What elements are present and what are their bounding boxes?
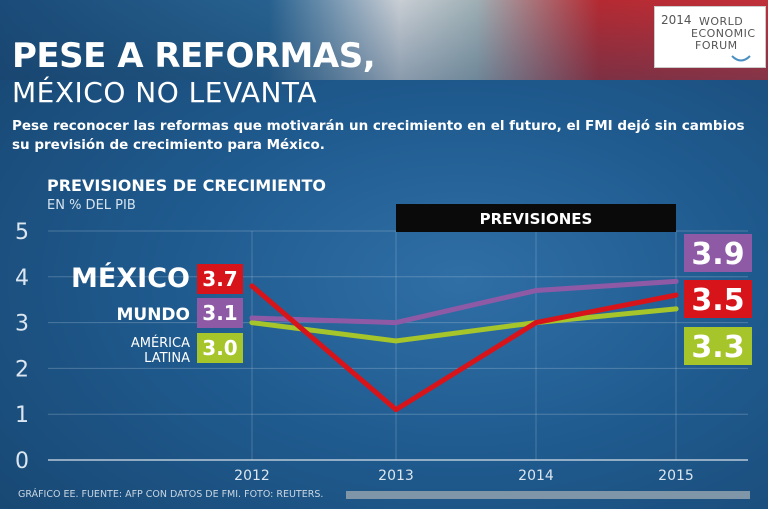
banner-shade <box>0 0 768 80</box>
logo-year: 2014 <box>661 13 692 27</box>
mexico-line-point-2015 <box>673 292 679 298</box>
mundo-line-point-2013 <box>393 320 399 326</box>
america-latina-name-line2: LATINA <box>144 351 190 366</box>
forecast-banner: PREVISIONES <box>396 204 676 232</box>
header-photo-banner <box>0 0 768 80</box>
footer-bar <box>346 491 750 499</box>
mundo-end-badge-bg <box>684 234 752 272</box>
mexico-line-point-2012 <box>249 283 255 289</box>
x-tick-label: 2013 <box>378 468 414 484</box>
america-latina-start-badge: 3.0 <box>202 336 237 360</box>
y-tick-label: 0 <box>15 449 29 474</box>
wef-logo: 2014 WORLD ECONOMIC FORUM <box>654 6 766 68</box>
mundo-line-point-2015 <box>673 278 679 284</box>
america-latina-line-point-2015 <box>673 306 679 312</box>
mexico-line-point-2013 <box>393 407 399 413</box>
x-tick-label: 2012 <box>234 468 270 484</box>
mundo-series-name: MUNDO <box>116 305 190 325</box>
america-latina-name-line1: AMÉRICA <box>131 335 190 351</box>
y-tick-label: 5 <box>15 220 29 245</box>
forecast-banner-bg <box>396 204 676 232</box>
logo-line-forum: FORUM <box>695 39 738 52</box>
logo-line-economic: ECONOMIC <box>691 27 756 40</box>
y-tick-label: 1 <box>15 403 29 428</box>
chart-title: PREVISIONES DE CRECIMIENTO <box>47 176 326 195</box>
mundo-line <box>249 278 679 326</box>
america-latina-line <box>249 306 679 344</box>
mundo-end-badge: 3.9 <box>691 237 744 272</box>
y-tick-label: 2 <box>15 357 29 382</box>
y-tick-label: 4 <box>15 266 29 291</box>
mexico-end-badge-bg <box>684 280 752 318</box>
page-title-line2: MÉXICO NO LEVANTA <box>12 76 318 109</box>
mexico-end-badge: 3.5 <box>691 283 744 318</box>
america-latina-line-point-2013 <box>393 338 399 344</box>
forecast-label: PREVISIONES <box>480 210 593 228</box>
mundo-line-point-2012 <box>249 315 255 321</box>
mundo-start-badge: 3.1 <box>202 301 237 325</box>
mexico-line-point-2014 <box>533 320 539 326</box>
series-lines <box>249 278 679 413</box>
page-subtitle: Pese reconocer las reformas que motivará… <box>12 118 745 153</box>
x-axis-ticks: 2012 2013 2014 2015 <box>234 468 694 484</box>
mexico-start-badge-bg <box>197 264 243 294</box>
chart-ylabel: EN % DEL PIB <box>47 198 136 213</box>
america-latina-line-point-2012 <box>249 320 255 326</box>
logo-line-world: WORLD <box>699 15 744 28</box>
mundo-start-badge-bg <box>197 298 243 328</box>
page-title: PESE A REFORMAS, <box>12 36 376 76</box>
y-tick-label: 3 <box>15 312 29 337</box>
america-latina-end-badge-bg <box>684 327 752 365</box>
mundo-line-point-2014 <box>533 288 539 294</box>
x-tick-label: 2015 <box>658 468 694 484</box>
mexico-series-name: MÉXICO <box>71 262 190 294</box>
mexico-start-badge: 3.7 <box>202 267 237 291</box>
mexico-line <box>249 283 679 413</box>
source-footer: GRÁFICO EE. FUENTE: AFP CON DATOS DE FMI… <box>18 489 324 500</box>
logo-arc-icon <box>731 55 751 62</box>
america-latina-start-badge-bg <box>197 333 243 363</box>
y-axis-ticks: 0 1 2 3 4 5 <box>15 220 29 474</box>
x-tick-label: 2014 <box>518 468 554 484</box>
america-latina-end-badge: 3.3 <box>691 330 744 365</box>
